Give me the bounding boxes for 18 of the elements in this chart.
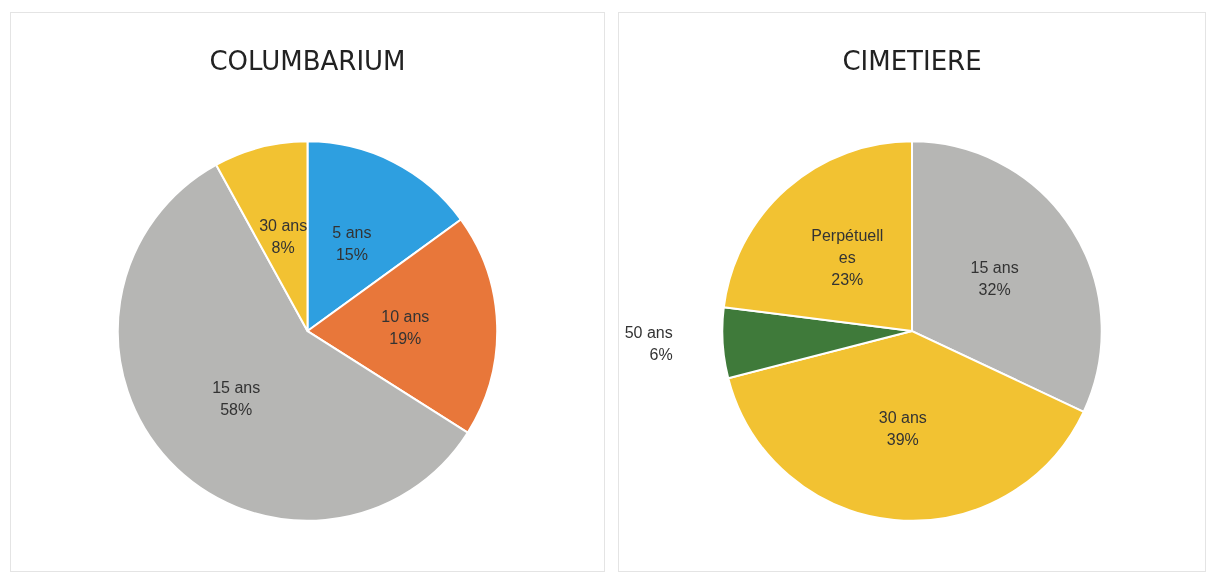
data-label: 8% bbox=[271, 238, 295, 256]
slice-label: 15 ans bbox=[212, 378, 261, 396]
data-label: 23% bbox=[831, 271, 864, 289]
data-label: 58% bbox=[220, 400, 253, 418]
slice-label: 15 ans bbox=[970, 259, 1019, 277]
data-label: 6% bbox=[649, 346, 673, 364]
data-label: 15% bbox=[335, 246, 368, 264]
slice-label: 30 ans bbox=[259, 216, 308, 234]
slice-label: 50 ans bbox=[624, 324, 673, 342]
slice-label: 10 ans bbox=[381, 308, 430, 326]
data-label: 39% bbox=[886, 430, 919, 448]
slice-label: 30 ans bbox=[878, 408, 927, 426]
chart-title: CIMETIERE bbox=[842, 46, 982, 76]
data-label: 19% bbox=[389, 330, 422, 348]
slice-label: 5 ans bbox=[332, 224, 372, 242]
slice-label: Perpétuelles bbox=[811, 227, 884, 267]
chart-title: COLUMBARIUM bbox=[209, 46, 406, 76]
data-label: 32% bbox=[978, 281, 1011, 299]
